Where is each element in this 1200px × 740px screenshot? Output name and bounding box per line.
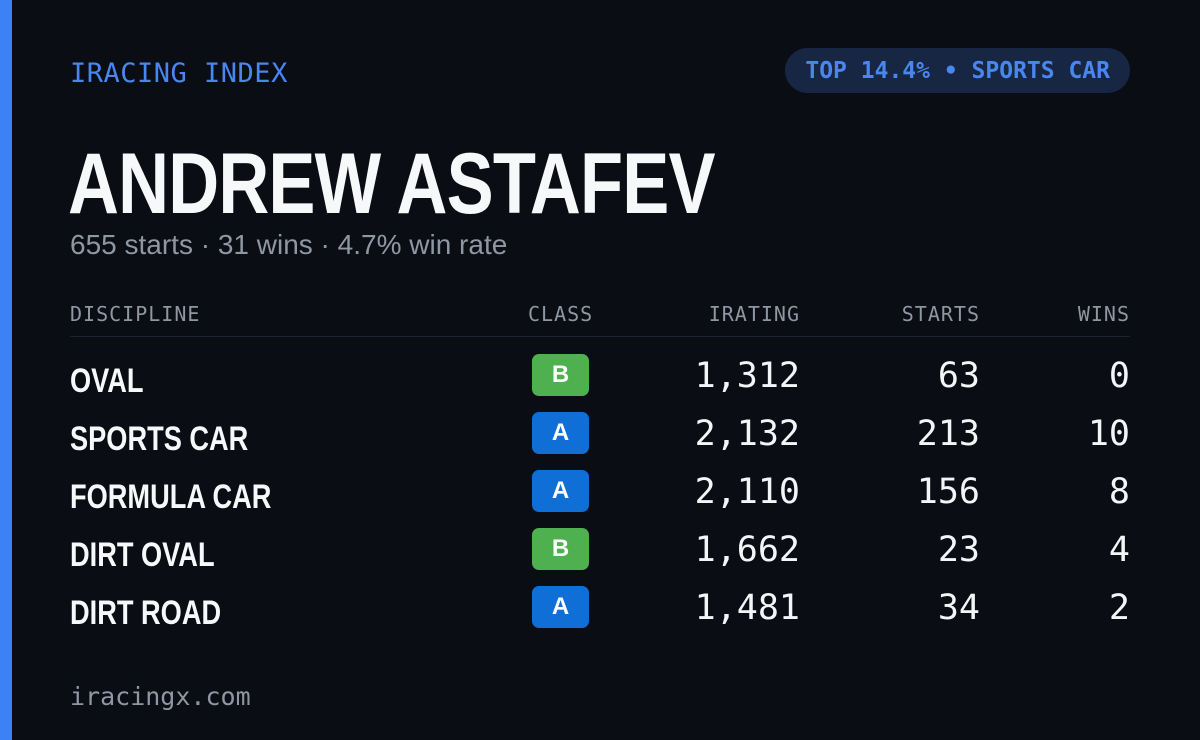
wins-value: 2 bbox=[1108, 588, 1130, 628]
starts-value: 156 bbox=[916, 472, 980, 512]
column-header-class: CLASS bbox=[528, 302, 594, 326]
table-row: DIRT OVAL B 1,662 23 4 bbox=[70, 526, 1130, 584]
wins-value: 4 bbox=[1108, 530, 1130, 570]
class-badge: A bbox=[532, 470, 589, 512]
class-badge: A bbox=[532, 586, 589, 628]
driver-name: ANDREW ASTAFEV bbox=[68, 136, 716, 232]
class-badge: B bbox=[532, 354, 589, 396]
starts-value: 63 bbox=[937, 356, 980, 396]
wins-value: 0 bbox=[1108, 356, 1130, 396]
irating-value: 1,662 bbox=[694, 530, 800, 570]
discipline-name: OVAL bbox=[70, 362, 144, 400]
discipline-name: DIRT OVAL bbox=[70, 536, 215, 574]
accent-bar bbox=[0, 0, 12, 740]
table-row: SPORTS CAR A 2,132 213 10 bbox=[70, 410, 1130, 468]
wins-value: 8 bbox=[1108, 472, 1130, 512]
column-header-irating: IRATING bbox=[708, 302, 800, 326]
driver-summary: 655 starts · 31 wins · 4.7% win rate bbox=[70, 229, 508, 260]
table-row: OVAL B 1,312 63 0 bbox=[70, 352, 1130, 410]
irating-value: 1,481 bbox=[694, 588, 800, 628]
column-header-discipline: DISCIPLINE bbox=[70, 302, 201, 326]
starts-value: 213 bbox=[916, 414, 980, 454]
column-header-wins: WINS bbox=[1077, 302, 1130, 326]
discipline-name: SPORTS CAR bbox=[70, 420, 249, 458]
rank-badge: TOP 14.4% • SPORTS CAR bbox=[785, 48, 1130, 93]
starts-value: 34 bbox=[937, 588, 980, 628]
irating-value: 2,132 bbox=[694, 414, 800, 454]
wins-value: 10 bbox=[1087, 414, 1130, 454]
table-row: DIRT ROAD A 1,481 34 2 bbox=[70, 584, 1130, 642]
discipline-table: DISCIPLINE CLASS IRATING STARTS WINS OVA… bbox=[70, 296, 1130, 632]
table-row: FORMULA CAR A 2,110 156 8 bbox=[70, 468, 1130, 526]
irating-value: 2,110 bbox=[694, 472, 800, 512]
site-url: iracingx.com bbox=[70, 682, 251, 711]
brand-title: IRACING INDEX bbox=[70, 58, 288, 89]
column-header-starts: STARTS bbox=[901, 302, 980, 326]
irating-value: 1,312 bbox=[694, 356, 800, 396]
table-body: OVAL B 1,312 63 0 SPORTS CAR A 2,132 213… bbox=[70, 352, 1130, 642]
starts-value: 23 bbox=[937, 530, 980, 570]
discipline-name: DIRT ROAD bbox=[70, 594, 222, 632]
table-header: DISCIPLINE CLASS IRATING STARTS WINS bbox=[70, 296, 1130, 337]
class-badge: B bbox=[532, 528, 589, 570]
discipline-name: FORMULA CAR bbox=[70, 478, 272, 516]
class-badge: A bbox=[532, 412, 589, 454]
